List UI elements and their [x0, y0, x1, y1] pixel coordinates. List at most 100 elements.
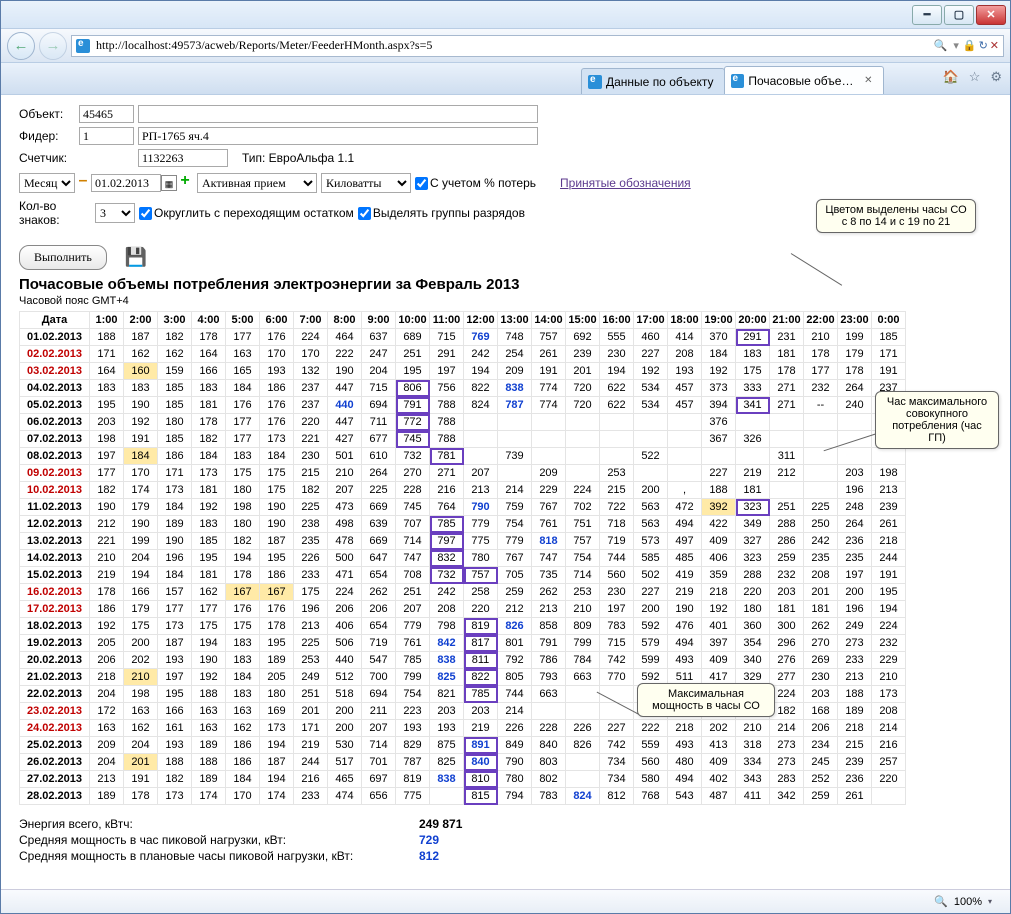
- cell-value: 204: [362, 363, 396, 380]
- table-row: 06.02.2013203192180178177176220447711772…: [20, 414, 906, 431]
- cell-value: 186: [226, 737, 260, 754]
- cell-value: 769: [464, 329, 498, 346]
- cell-value: 251: [396, 584, 430, 601]
- search-icon[interactable]: [931, 39, 949, 52]
- window-close-button[interactable]: ✕: [976, 5, 1006, 25]
- feeder-name-input[interactable]: [138, 127, 538, 145]
- cell-value: 480: [668, 754, 702, 771]
- unit-select[interactable]: Киловатты: [321, 173, 411, 193]
- tab-close-icon[interactable]: ✕: [864, 75, 872, 86]
- table-row: 19.02.2013205200187194183195225506719761…: [20, 635, 906, 652]
- cell-value: 518: [328, 686, 362, 703]
- cell-value: 819: [464, 618, 498, 635]
- window-minimize-button[interactable]: ━: [912, 5, 942, 25]
- table-row: 03.02.2013164160159166165193132190204195…: [20, 363, 906, 380]
- back-button[interactable]: ←: [7, 32, 35, 60]
- cell-value: 174: [192, 788, 226, 805]
- cell-value: 273: [838, 635, 872, 652]
- cell-value: 234: [804, 737, 838, 754]
- object-input[interactable]: [79, 105, 134, 123]
- cell-date: 24.02.2013: [20, 720, 90, 737]
- cell-value: 478: [328, 533, 362, 550]
- cell-value: [498, 465, 532, 482]
- cell-value: 201: [294, 703, 328, 720]
- cell-value: 181: [770, 601, 804, 618]
- window-maximize-button[interactable]: ▢: [944, 5, 974, 25]
- cell-value: 176: [226, 601, 260, 618]
- col-hour: 8:00: [328, 312, 362, 329]
- cell-value: 781: [430, 448, 464, 465]
- cell-value: 162: [192, 584, 226, 601]
- cell-value: 178: [804, 346, 838, 363]
- cell-value: 204: [124, 737, 158, 754]
- cell-value: 220: [872, 771, 906, 788]
- cell-value: [634, 414, 668, 431]
- avg-peak-value: 729: [419, 833, 439, 847]
- period-select[interactable]: Месяц: [19, 173, 75, 193]
- cell-value: 767: [498, 550, 532, 567]
- cell-value: 164: [90, 363, 124, 380]
- cell-value: 367: [702, 431, 736, 448]
- tab-object-data[interactable]: Данные по объекту: [581, 68, 725, 94]
- round-checkbox[interactable]: [139, 207, 152, 220]
- cell-value: 825: [430, 669, 464, 686]
- cell-value: 208: [872, 703, 906, 720]
- cell-value: 822: [464, 669, 498, 686]
- cell-value: 735: [532, 567, 566, 584]
- tab-hourly-volumes[interactable]: Почасовые объем... ✕: [724, 66, 884, 94]
- table-row: 16.02.2013178166157162167167175224262251…: [20, 584, 906, 601]
- refresh-icon[interactable]: ↻: [979, 39, 988, 52]
- cell-value: 171: [90, 346, 124, 363]
- object-name-input[interactable]: [138, 105, 538, 123]
- cell-value: 742: [600, 652, 634, 669]
- cell-value: 401: [702, 618, 736, 635]
- cell-value: 341: [736, 397, 770, 414]
- cell-value: 745: [396, 499, 430, 516]
- url-input[interactable]: [94, 37, 931, 54]
- cell-value: 580: [634, 771, 668, 788]
- cell-value: 222: [328, 346, 362, 363]
- groups-checkbox[interactable]: [358, 207, 371, 220]
- meter-input[interactable]: [138, 149, 228, 167]
- cell-value: [430, 788, 464, 805]
- cell-value: 196: [838, 601, 872, 618]
- cell-value: 163: [192, 703, 226, 720]
- favorites-icon[interactable]: ☆: [969, 69, 981, 85]
- forward-button[interactable]: →: [39, 32, 67, 60]
- cell-value: 259: [498, 584, 532, 601]
- cell-value: [770, 482, 804, 499]
- cell-value: 177: [226, 431, 260, 448]
- execute-button[interactable]: Выполнить: [19, 245, 107, 270]
- address-bar[interactable]: ▾ 🔒 ↻ ✕: [71, 35, 1004, 57]
- cell-value: 747: [396, 550, 430, 567]
- save-icon[interactable]: 💾: [125, 247, 147, 268]
- date-input[interactable]: [91, 174, 161, 192]
- cell-value: 512: [328, 669, 362, 686]
- cell-value: 195: [872, 584, 906, 601]
- stop-icon[interactable]: ✕: [990, 39, 999, 52]
- mode-select[interactable]: Активная прием: [197, 173, 317, 193]
- cell-value: 237: [294, 397, 328, 414]
- cell-value: 780: [464, 550, 498, 567]
- cell-value: 219: [90, 567, 124, 584]
- cell-value: 788: [430, 414, 464, 431]
- losses-checkbox[interactable]: [415, 177, 428, 190]
- cell-value: 193: [260, 363, 294, 380]
- cell-value: 190: [260, 516, 294, 533]
- digits-select[interactable]: 3: [95, 203, 135, 223]
- zoom-icon[interactable]: 🔍: [934, 895, 948, 908]
- legend-link[interactable]: Принятые обозначения: [560, 176, 691, 190]
- cell-value: 175: [192, 618, 226, 635]
- cell-value: 253: [566, 584, 600, 601]
- calendar-icon[interactable]: ▦: [161, 175, 177, 191]
- cell-value: 191: [872, 363, 906, 380]
- feeder-input[interactable]: [79, 127, 134, 145]
- cell-value: [804, 482, 838, 499]
- zoom-dropdown-icon[interactable]: ▾: [988, 897, 992, 906]
- tools-icon[interactable]: ⚙: [990, 69, 1002, 85]
- cell-value: 826: [566, 737, 600, 754]
- date-plus-icon[interactable]: +: [177, 175, 193, 191]
- home-icon[interactable]: 🏠: [943, 69, 959, 85]
- date-minus-icon[interactable]: –: [75, 175, 91, 191]
- cell-value: 240: [838, 397, 872, 414]
